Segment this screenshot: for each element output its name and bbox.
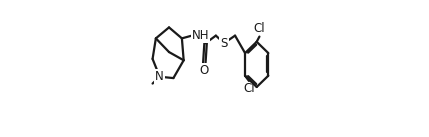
Text: NH: NH (192, 29, 209, 42)
Text: O: O (199, 64, 209, 77)
Text: Cl: Cl (254, 22, 265, 35)
Text: Cl: Cl (243, 82, 255, 95)
Text: S: S (221, 37, 228, 50)
Text: N: N (155, 70, 164, 83)
